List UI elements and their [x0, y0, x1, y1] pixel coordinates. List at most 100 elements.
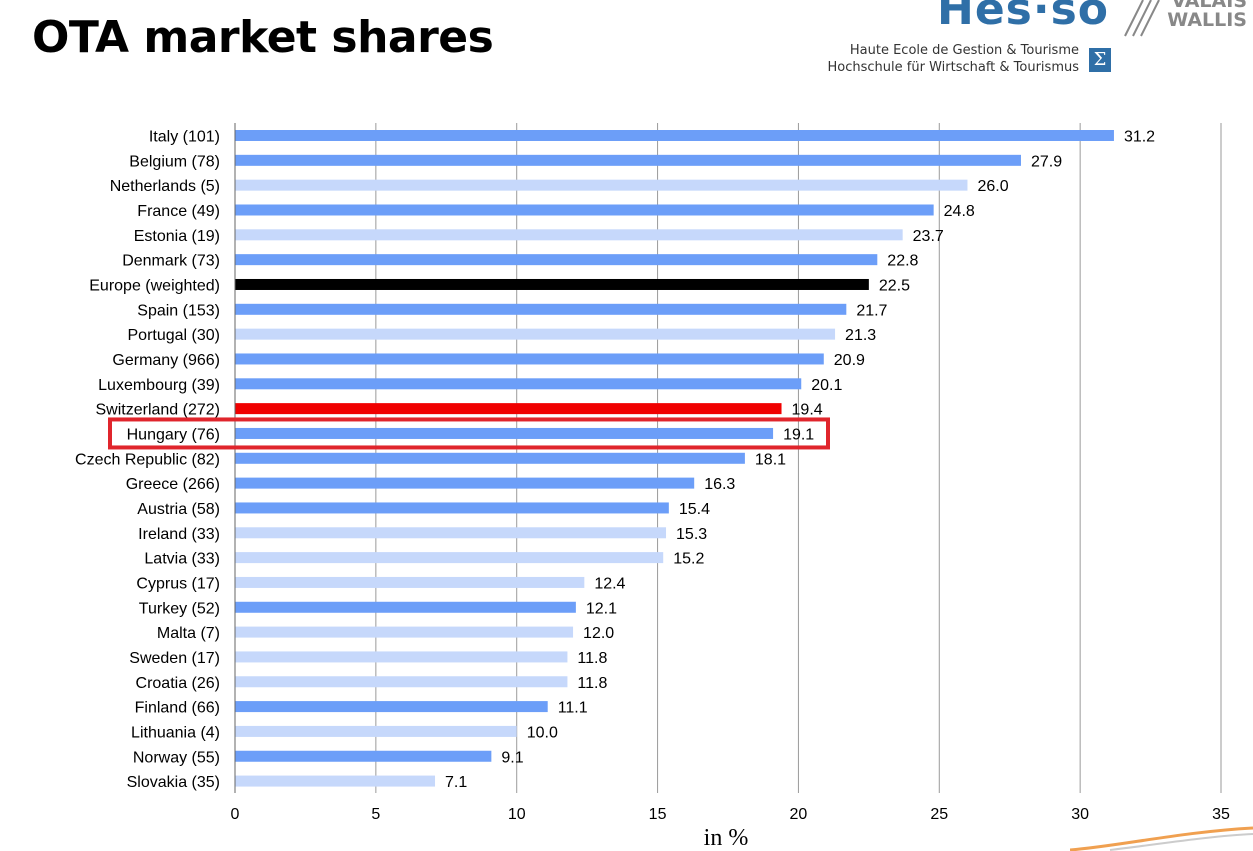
- data-label: 10.0: [527, 724, 558, 741]
- logo-region-de: WALLIS: [1167, 9, 1247, 31]
- data-label: 19.4: [792, 402, 823, 419]
- category-label: Spain (153): [137, 302, 220, 319]
- data-label: 22.8: [887, 253, 918, 270]
- category-label: Netherlands (5): [110, 178, 220, 195]
- category-label: Slovakia (35): [127, 774, 220, 791]
- category-label: Croatia (26): [136, 675, 220, 692]
- bar: [235, 452, 745, 464]
- data-label: 9.1: [501, 749, 523, 766]
- bar: [235, 502, 669, 514]
- category-label: Cyprus (17): [136, 575, 220, 592]
- category-label: Italy (101): [149, 129, 220, 146]
- data-label: 31.2: [1124, 129, 1155, 146]
- data-label: 26.0: [977, 178, 1008, 195]
- data-label: 21.7: [856, 302, 887, 319]
- x-tick-label: 35: [1212, 806, 1230, 823]
- bar: [235, 303, 847, 315]
- x-tick-label: 30: [1071, 806, 1089, 823]
- data-label: 11.1: [558, 700, 588, 717]
- data-label: 19.1: [783, 426, 814, 443]
- school-logo: Hes·so VALAIS WALLIS Haute Ecole de Gest…: [805, 0, 1253, 80]
- category-label: Czech Republic (82): [75, 451, 220, 468]
- category-label: Luxembourg (39): [98, 377, 220, 394]
- data-label: 18.1: [755, 451, 786, 468]
- category-label: Malta (7): [157, 625, 220, 642]
- category-label: Greece (266): [126, 476, 220, 493]
- data-label: 23.7: [913, 228, 944, 245]
- category-label: Switzerland (272): [96, 402, 221, 419]
- slide-title: OTA market shares: [32, 12, 494, 63]
- x-tick-label: 25: [930, 806, 948, 823]
- bar: [235, 179, 968, 191]
- category-label: Lithuania (4): [131, 724, 220, 741]
- bar: [235, 378, 802, 390]
- bar: [235, 676, 568, 688]
- bar: [235, 229, 903, 241]
- category-label: Denmark (73): [122, 253, 220, 270]
- data-label: 15.2: [673, 551, 704, 568]
- data-label: 15.4: [679, 501, 710, 518]
- x-tick-label: 20: [790, 806, 808, 823]
- bar: [235, 328, 836, 340]
- bar: [235, 130, 1114, 141]
- data-label: 16.3: [704, 476, 735, 493]
- logo-slashes-icon: [1124, 0, 1160, 37]
- bar: [235, 701, 548, 713]
- category-label: Portugal (30): [128, 327, 221, 344]
- data-label: 7.1: [445, 774, 467, 791]
- x-tick-label: 0: [231, 806, 240, 823]
- data-label: 11.8: [577, 650, 607, 667]
- data-label: 12.0: [583, 625, 614, 642]
- data-label: 24.8: [944, 203, 975, 220]
- category-label: Turkey (52): [139, 600, 220, 617]
- sigma-icon: Σ: [1089, 48, 1111, 72]
- category-label: Sweden (17): [129, 650, 220, 667]
- data-label: 20.1: [811, 377, 842, 394]
- bar: [235, 576, 585, 588]
- x-tick-label: 5: [371, 806, 380, 823]
- category-label: Estonia (19): [134, 228, 220, 245]
- data-label: 20.9: [834, 352, 865, 369]
- bar: [235, 527, 667, 539]
- category-label: Europe (weighted): [89, 277, 220, 294]
- logo-school-name-de: Hochschule für Wirtschaft & Tourismus: [827, 60, 1079, 75]
- data-label: 21.3: [845, 327, 876, 344]
- category-label: Austria (58): [137, 501, 220, 518]
- data-label: 12.1: [586, 600, 617, 617]
- bar: [235, 427, 774, 439]
- bar: [235, 204, 934, 216]
- bar: [235, 601, 576, 613]
- category-label: Latvia (33): [144, 551, 220, 568]
- logo-region: VALAIS WALLIS: [1163, 0, 1247, 30]
- data-label: 27.9: [1031, 153, 1062, 170]
- bar: [235, 477, 695, 489]
- bar: [235, 353, 824, 365]
- bar: [235, 651, 568, 663]
- bar: [235, 403, 782, 415]
- bar: [235, 626, 574, 638]
- category-label: Norway (55): [133, 749, 220, 766]
- bar: [235, 552, 664, 564]
- category-label: Germany (966): [112, 352, 220, 369]
- bar: [235, 750, 492, 762]
- logo-region-fr: VALAIS: [1171, 0, 1247, 12]
- category-label: Ireland (33): [138, 526, 220, 543]
- category-label: France (49): [137, 203, 220, 220]
- category-label: Belgium (78): [129, 153, 220, 170]
- logo-school-name-fr: Haute Ecole de Gestion & Tourisme: [849, 43, 1079, 58]
- x-axis-title: in %: [704, 825, 749, 851]
- data-label: 12.4: [594, 575, 625, 592]
- category-label: Finland (66): [135, 700, 220, 717]
- bar: [235, 154, 1021, 166]
- highlight-box: [108, 417, 830, 450]
- x-tick-label: 15: [649, 806, 667, 823]
- logo-wordmark: Hes·so: [937, 0, 1109, 35]
- decorative-swoosh-icon: [1070, 826, 1253, 851]
- bar: [235, 775, 436, 787]
- category-label: Hungary (76): [127, 426, 220, 443]
- bar: [235, 254, 878, 266]
- data-label: 15.3: [676, 526, 707, 543]
- bar: [235, 725, 517, 737]
- bar: [235, 278, 869, 290]
